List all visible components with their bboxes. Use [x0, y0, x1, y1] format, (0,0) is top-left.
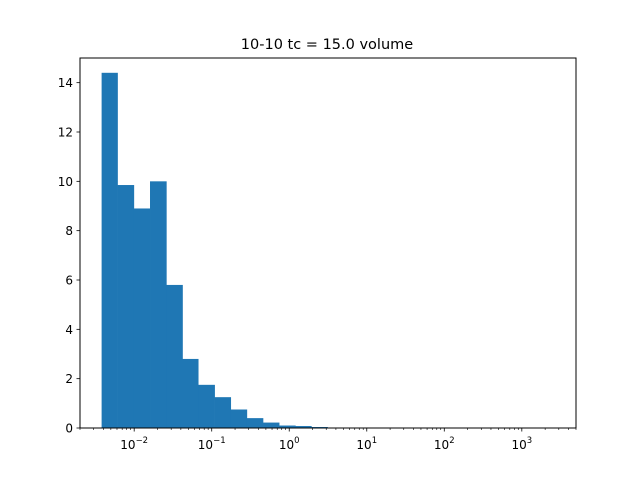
histogram-bar-10: [263, 422, 280, 428]
x-tick-label-2: 100: [279, 436, 300, 452]
x-tick-label-5: 103: [511, 436, 532, 452]
y-tick-label-7: 14: [58, 76, 73, 90]
y-axis: 0 2 4 6 8 10 12 14: [58, 76, 80, 436]
histogram-bar-0: [101, 72, 118, 429]
histogram-bar-12: [295, 426, 312, 428]
histogram-bar-8: [230, 409, 248, 428]
y-tick-label-5: 10: [58, 175, 73, 189]
histogram-bar-7: [214, 397, 232, 428]
y-tick-label-3: 6: [65, 274, 73, 288]
chart-title: 10-10 tc = 15.0 volume: [241, 37, 413, 53]
histogram-bar-11: [279, 425, 296, 428]
histogram-bars: [101, 72, 361, 429]
y-tick-label-0: 0: [65, 422, 73, 436]
x-tick-label-1: 10−1: [198, 436, 226, 452]
y-tick-label-1: 2: [65, 372, 73, 386]
histogram-bar-3: [150, 181, 167, 428]
x-tick-label-0: 10−2: [120, 436, 148, 452]
histogram-bar-5: [182, 358, 199, 428]
histogram-bar-2: [133, 208, 151, 428]
y-tick-label-6: 12: [58, 126, 73, 140]
histogram-bar-6: [198, 384, 215, 428]
y-tick-label-2: 4: [65, 323, 73, 337]
histogram-bar-4: [166, 284, 183, 428]
histogram-bar-1: [117, 185, 135, 428]
histogram-bar-9: [246, 418, 264, 428]
y-tick-label-4: 8: [65, 224, 73, 238]
plot-frame: [79, 57, 577, 429]
x-tick-label-3: 101: [356, 436, 377, 452]
x-tick-label-4: 102: [434, 436, 455, 452]
x-axis: 10−2 10−1 100 101 102 103: [79, 428, 577, 452]
